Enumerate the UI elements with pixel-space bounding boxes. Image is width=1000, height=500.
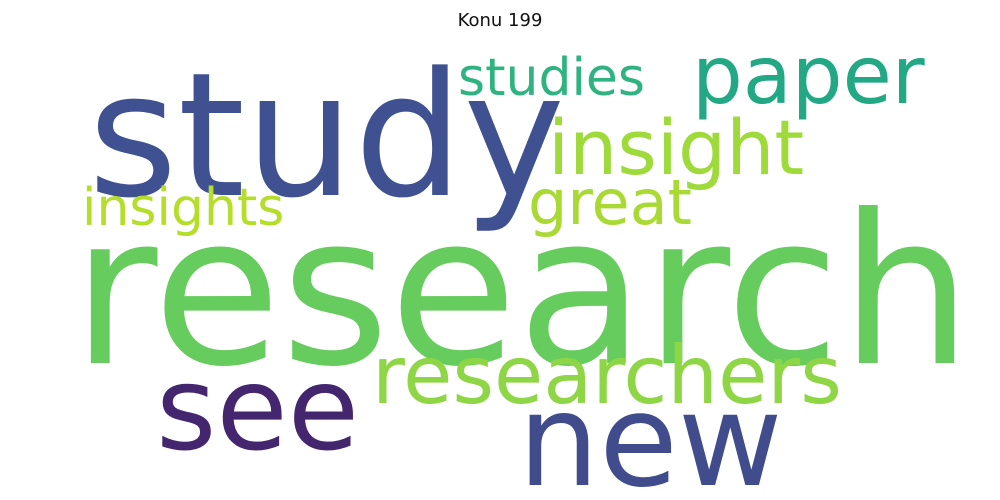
word-new: new	[518, 367, 783, 500]
word-great: great	[528, 166, 692, 239]
word-insight: insight	[548, 103, 805, 192]
word-see: see	[156, 342, 360, 477]
word-paper: paper	[692, 29, 925, 122]
word-insights: insights	[82, 178, 285, 238]
word-study: study	[88, 35, 566, 236]
word-research: research	[72, 171, 972, 413]
word-researchers: researchers	[372, 329, 842, 422]
chart-title: Konu 199	[457, 10, 543, 31]
word-studies: studies	[458, 48, 645, 108]
